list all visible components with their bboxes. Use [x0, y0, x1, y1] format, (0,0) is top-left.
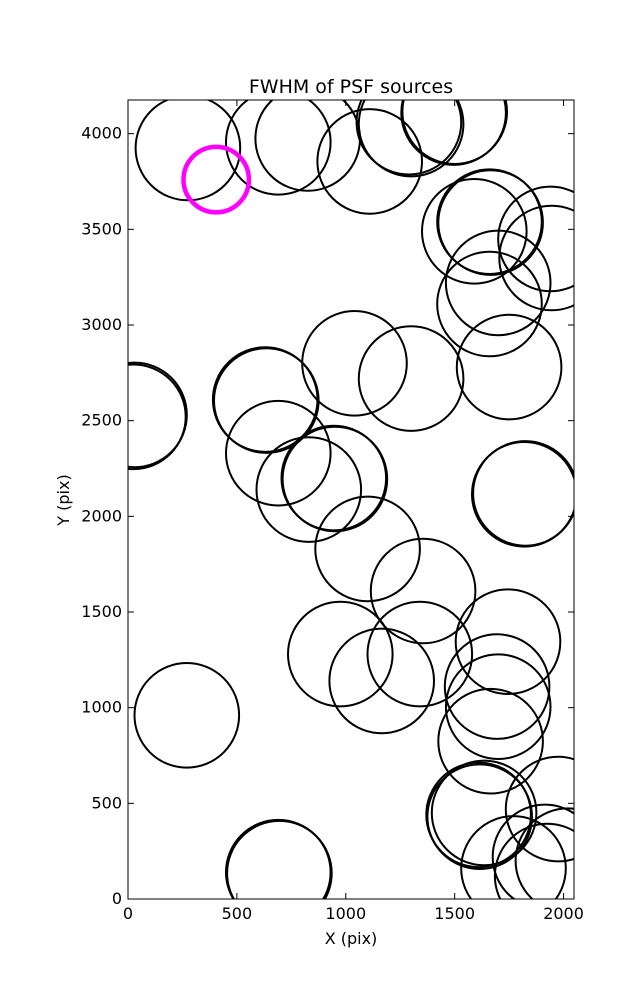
chart-title: FWHM of PSF sources	[249, 76, 453, 98]
x-tick-label: 1000	[325, 904, 366, 923]
psf-source-circle	[454, 588, 562, 696]
x-axis-label: X (pix)	[325, 929, 378, 948]
y-tick-label: 2500	[81, 411, 122, 430]
psf-source-circle	[443, 633, 551, 740]
x-tick-label: 0	[123, 904, 133, 923]
plot-frame	[127, 99, 575, 900]
psf-source-circle	[369, 537, 477, 645]
psf-source-circle	[224, 399, 332, 507]
psf-source-circle	[134, 100, 242, 202]
psf-source-circle	[455, 313, 563, 421]
psf-source-circle	[421, 178, 528, 285]
psf-source-circle	[444, 653, 552, 761]
y-tick-label: 500	[91, 793, 122, 812]
x-tick-label: 2000	[543, 904, 584, 923]
psf-source-circle	[128, 361, 188, 469]
plot-marks	[128, 100, 574, 899]
psf-source-circle	[212, 347, 320, 454]
y-tick-label: 2000	[81, 506, 122, 525]
psf-source-circle	[281, 425, 389, 533]
psf-source-circle	[225, 818, 332, 899]
psf-source-circle	[328, 627, 436, 735]
psf-source-circle	[491, 803, 574, 899]
x-tick-label: 1500	[434, 904, 475, 923]
y-tick-label: 3500	[81, 219, 122, 238]
y-tick-label: 1500	[81, 602, 122, 621]
y-tick-label: 1000	[81, 698, 122, 717]
psf-source-circle	[504, 755, 574, 863]
psf-source-circle	[437, 687, 544, 795]
psf-source-circle	[254, 100, 361, 192]
psf-source-circle	[357, 100, 465, 178]
psf-source-circle	[498, 204, 574, 312]
highlighted-source-circle	[181, 144, 252, 215]
y-tick-label: 3000	[81, 315, 122, 334]
psf-source-circle	[355, 100, 463, 176]
psf-source-circle	[226, 819, 333, 899]
psf-source-circle	[314, 495, 421, 603]
psf-source-circle	[255, 436, 363, 543]
psf-source-circle	[426, 763, 534, 871]
psf-source-circle	[430, 759, 538, 867]
psf-source-circle	[133, 662, 241, 769]
psf-source-circle	[287, 600, 394, 708]
psf-source-circle	[444, 229, 552, 337]
psf-source-circle	[514, 807, 574, 899]
y-tick-label: 4000	[81, 124, 122, 143]
psf-source-circle	[357, 325, 465, 432]
psf-source-circle	[493, 822, 574, 899]
psf-source-circle	[366, 600, 474, 708]
psf-source-circle	[471, 441, 574, 548]
psf-source-circle	[401, 100, 508, 165]
x-tick-label: 500	[222, 904, 253, 923]
psf-source-circle	[225, 100, 332, 196]
y-axis-label: Y (pix)	[54, 474, 73, 526]
y-tick-label: 0	[112, 889, 122, 908]
psf-source-circle	[436, 250, 543, 358]
psf-source-circle	[316, 108, 424, 215]
axis-ticks: 0 500 1000 1500 2000 0 500 1000 1500 2000 2500 3000…	[81, 100, 584, 923]
psf-source-circle	[128, 363, 187, 471]
psf-source-circle	[437, 169, 544, 276]
psf-source-circle	[425, 761, 532, 869]
